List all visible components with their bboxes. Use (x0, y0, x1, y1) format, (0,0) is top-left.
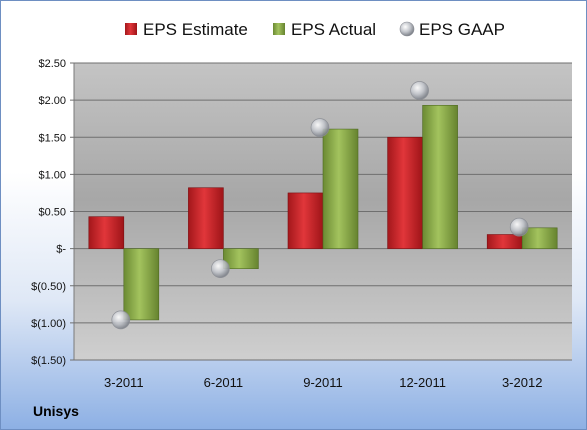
y-tick-label: $0.50 (38, 207, 66, 219)
legend: EPS Estimate EPS Actual EPS GAAP (125, 20, 505, 39)
y-axis-ticks: $2.50 $2.00 $1.50 $1.00 $0.50 $- $(0.50) $(1.00… (31, 58, 66, 367)
eps-estimate-bar (387, 136, 423, 249)
y-tick-label: $1.50 (38, 132, 66, 144)
x-category-label: 3-2012 (502, 375, 542, 390)
eps-gaap-marker (310, 118, 330, 137)
gaap-markers (111, 81, 529, 330)
y-tick-label: $- (56, 244, 66, 256)
y-tick-label: $(1.00) (31, 318, 66, 330)
eps-gaap-marker (111, 310, 131, 330)
eps-estimate-bar (188, 187, 224, 249)
bars (88, 105, 558, 321)
x-category-label: 3-2011 (104, 375, 144, 390)
legend-label: EPS Actual (291, 20, 376, 39)
eps-actual-bar (223, 248, 259, 269)
eps-gaap-marker (211, 259, 230, 279)
legend-gaap-swatch (399, 21, 415, 37)
eps-estimate-bar (287, 192, 324, 249)
x-category-label: 6-2011 (204, 375, 244, 390)
eps-actual-bar (322, 128, 359, 249)
y-tick-label: $2.50 (38, 58, 66, 70)
y-tick-label: $(0.50) (31, 281, 66, 293)
eps-gaap-marker (509, 217, 529, 237)
y-tick-label: $(1.50) (31, 355, 66, 367)
legend-estimate-swatch (125, 23, 137, 35)
eps-gaap-marker (410, 81, 429, 100)
eps-actual-bar (422, 105, 458, 249)
x-category-label: 9-2011 (303, 375, 343, 390)
legend-label: EPS GAAP (419, 20, 505, 39)
eps-estimate-bar (486, 234, 523, 249)
company-label: Unisys (33, 403, 79, 419)
eps-actual-bar (521, 227, 558, 249)
legend-label: EPS Estimate (143, 20, 248, 39)
y-tick-label: $2.00 (38, 95, 66, 107)
x-category-label: 12-2011 (399, 375, 446, 390)
eps-estimate-bar (88, 216, 125, 249)
x-axis-categories: 3-2011 6-2011 9-2011 12-2011 3-2012 (104, 375, 542, 390)
legend-actual-swatch (273, 23, 285, 35)
eps-actual-bar (123, 248, 160, 321)
y-tick-label: $1.00 (38, 169, 66, 181)
